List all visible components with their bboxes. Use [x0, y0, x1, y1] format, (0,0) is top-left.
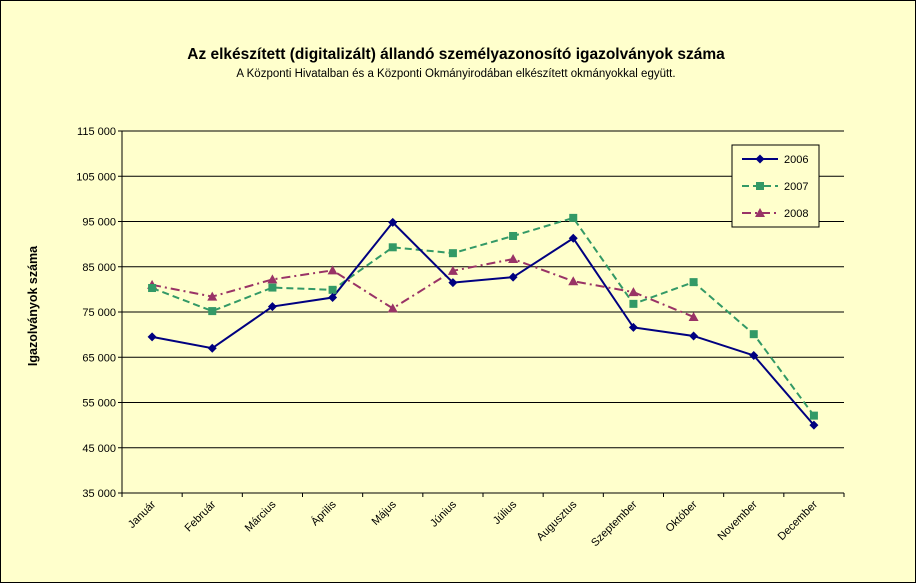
x-tick-label: Szeptember — [589, 498, 640, 549]
data-point-2008 — [628, 287, 639, 297]
data-point-2006 — [448, 278, 458, 288]
legend-marker-2008 — [755, 208, 765, 217]
y-axis-label: Igazolványok száma — [26, 245, 40, 366]
x-tick-label: Április — [308, 498, 339, 529]
data-point-2006 — [207, 343, 217, 353]
series-line-2008 — [151, 258, 694, 318]
series-line-2007 — [151, 216, 815, 417]
y-tick-label: 75 000 — [82, 307, 116, 319]
data-point-2007 — [448, 249, 457, 258]
data-point-2007 — [629, 299, 638, 308]
series-line-2006 — [151, 220, 815, 426]
data-point-2007 — [689, 278, 698, 287]
y-tick-label: 65 000 — [82, 352, 116, 364]
data-point-2007 — [268, 283, 277, 292]
x-tick-label: November — [716, 498, 761, 543]
chart-title: Az elkészített (digitalizált) állandó sz… — [187, 46, 725, 63]
data-point-2007 — [148, 284, 157, 293]
y-tick-label: 55 000 — [82, 398, 116, 410]
y-tick-label: 35 000 — [82, 488, 116, 500]
data-point-2007 — [388, 243, 397, 252]
data-point-2006 — [508, 272, 518, 282]
data-point-2007 — [328, 285, 337, 294]
legend-label-2006: 2006 — [784, 154, 808, 166]
legend-marker-2006 — [755, 154, 765, 164]
data-point-2008 — [327, 265, 338, 275]
data-point-2006 — [147, 332, 157, 342]
data-point-2006 — [388, 217, 398, 227]
x-tick-label: Augusztus — [535, 498, 580, 543]
x-tick-label: Február — [183, 498, 219, 534]
legend-label-2007: 2007 — [784, 181, 808, 193]
data-point-2006 — [809, 420, 819, 430]
data-point-2007 — [749, 330, 758, 339]
x-tick-label: December — [776, 498, 821, 543]
x-tick-label: Október — [664, 498, 700, 534]
data-point-2008 — [568, 276, 579, 286]
data-point-2008 — [387, 303, 398, 313]
data-point-2006 — [689, 331, 699, 341]
y-tick-label: 95 000 — [82, 217, 116, 229]
y-tick-label: 115 000 — [77, 126, 116, 138]
data-point-2006 — [328, 293, 338, 303]
data-point-2008 — [447, 265, 458, 275]
data-point-2007 — [208, 307, 217, 316]
y-tick-label: 105 000 — [76, 171, 116, 183]
data-point-2007 — [509, 231, 518, 240]
data-point-2007 — [569, 213, 578, 222]
data-point-2006 — [267, 302, 277, 312]
data-point-2006 — [628, 322, 638, 332]
x-tick-label: Március — [243, 498, 279, 534]
chart-subtitle: A Központi Hivatalban és a Központi Okmá… — [236, 68, 675, 80]
data-point-2006 — [568, 233, 578, 243]
legend-marker-2007 — [756, 182, 764, 190]
data-point-2008 — [267, 274, 278, 284]
data-point-2008 — [688, 311, 699, 321]
x-tick-label: Június — [428, 498, 459, 529]
x-tick-label: Május — [370, 498, 400, 528]
data-point-2006 — [749, 350, 759, 360]
plot-area: 35 000 45 000 55 000 65 000 75 000 85 000 95 0… — [76, 126, 845, 549]
data-point-2008 — [508, 254, 519, 264]
data-point-2008 — [207, 291, 218, 301]
y-tick-label: 45 000 — [82, 443, 116, 455]
data-point-2007 — [809, 411, 818, 420]
x-tick-label: Július — [491, 498, 520, 527]
x-tick-label: Január — [126, 498, 159, 531]
legend-label-2008: 2008 — [784, 208, 808, 220]
y-tick-label: 85 000 — [82, 262, 116, 274]
